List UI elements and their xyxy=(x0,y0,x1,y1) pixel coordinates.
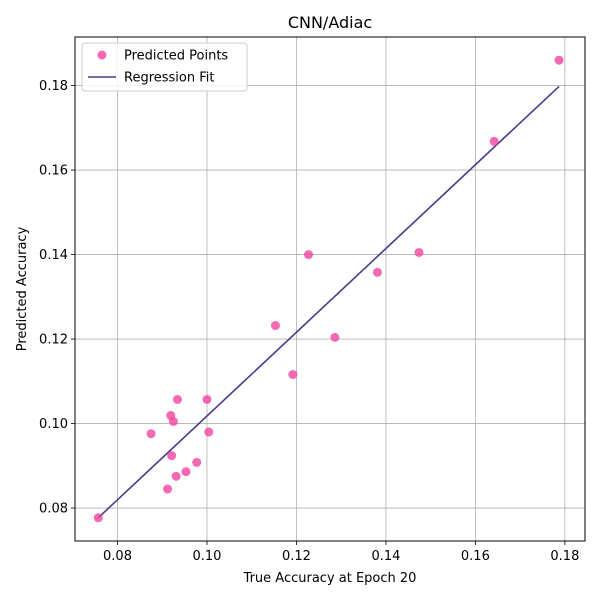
data-point xyxy=(146,429,156,439)
y-tick-label: 0.18 xyxy=(39,79,68,94)
data-point xyxy=(167,451,177,461)
legend-label-points: Predicted Points xyxy=(124,49,228,64)
y-tick-label: 0.16 xyxy=(39,164,68,179)
x-tick-label: 0.08 xyxy=(103,549,132,564)
regression-line xyxy=(97,85,560,519)
y-tick-label: 0.14 xyxy=(39,248,68,263)
x-tick-label: 0.14 xyxy=(371,549,400,564)
data-point xyxy=(330,332,340,342)
y-tick-label: 0.12 xyxy=(39,333,68,348)
legend: Predicted Points Regression Fit xyxy=(81,42,248,92)
ticks: 0.08 0.10 0.12 0.14 0.16 0.18 0.08 0.10 0.12 0.14… xyxy=(39,79,579,564)
legend-box xyxy=(81,42,248,92)
data-point xyxy=(288,370,298,380)
data-point xyxy=(163,484,173,494)
data-point xyxy=(372,267,382,277)
data-point xyxy=(489,136,499,146)
x-tick-label: 0.12 xyxy=(282,549,311,564)
x-tick-label: 0.16 xyxy=(461,549,490,564)
x-tick-label: 0.18 xyxy=(550,549,579,564)
chart-title: CNN/Adiac xyxy=(288,13,372,32)
legend-label-line: Regression Fit xyxy=(124,71,214,86)
legend-marker-points xyxy=(97,50,107,60)
y-tick-label: 0.10 xyxy=(39,417,68,432)
plot-layer xyxy=(93,55,564,523)
y-axis-label: Predicted Accuracy xyxy=(15,226,30,351)
data-point xyxy=(168,416,178,426)
data-point xyxy=(554,55,564,65)
data-point xyxy=(304,250,314,260)
plot-frame xyxy=(74,36,586,542)
data-point xyxy=(202,394,212,404)
data-point xyxy=(204,427,214,437)
data-point xyxy=(270,321,280,331)
x-tick-label: 0.10 xyxy=(192,549,221,564)
x-axis-label: True Accuracy at Epoch 20 xyxy=(243,571,417,586)
y-tick-label: 0.08 xyxy=(39,502,68,517)
data-point xyxy=(172,394,182,404)
grid xyxy=(75,37,585,541)
data-point xyxy=(181,467,191,477)
data-point xyxy=(414,247,424,257)
data-point xyxy=(171,471,181,481)
data-point xyxy=(192,457,202,467)
data-point xyxy=(93,513,103,523)
